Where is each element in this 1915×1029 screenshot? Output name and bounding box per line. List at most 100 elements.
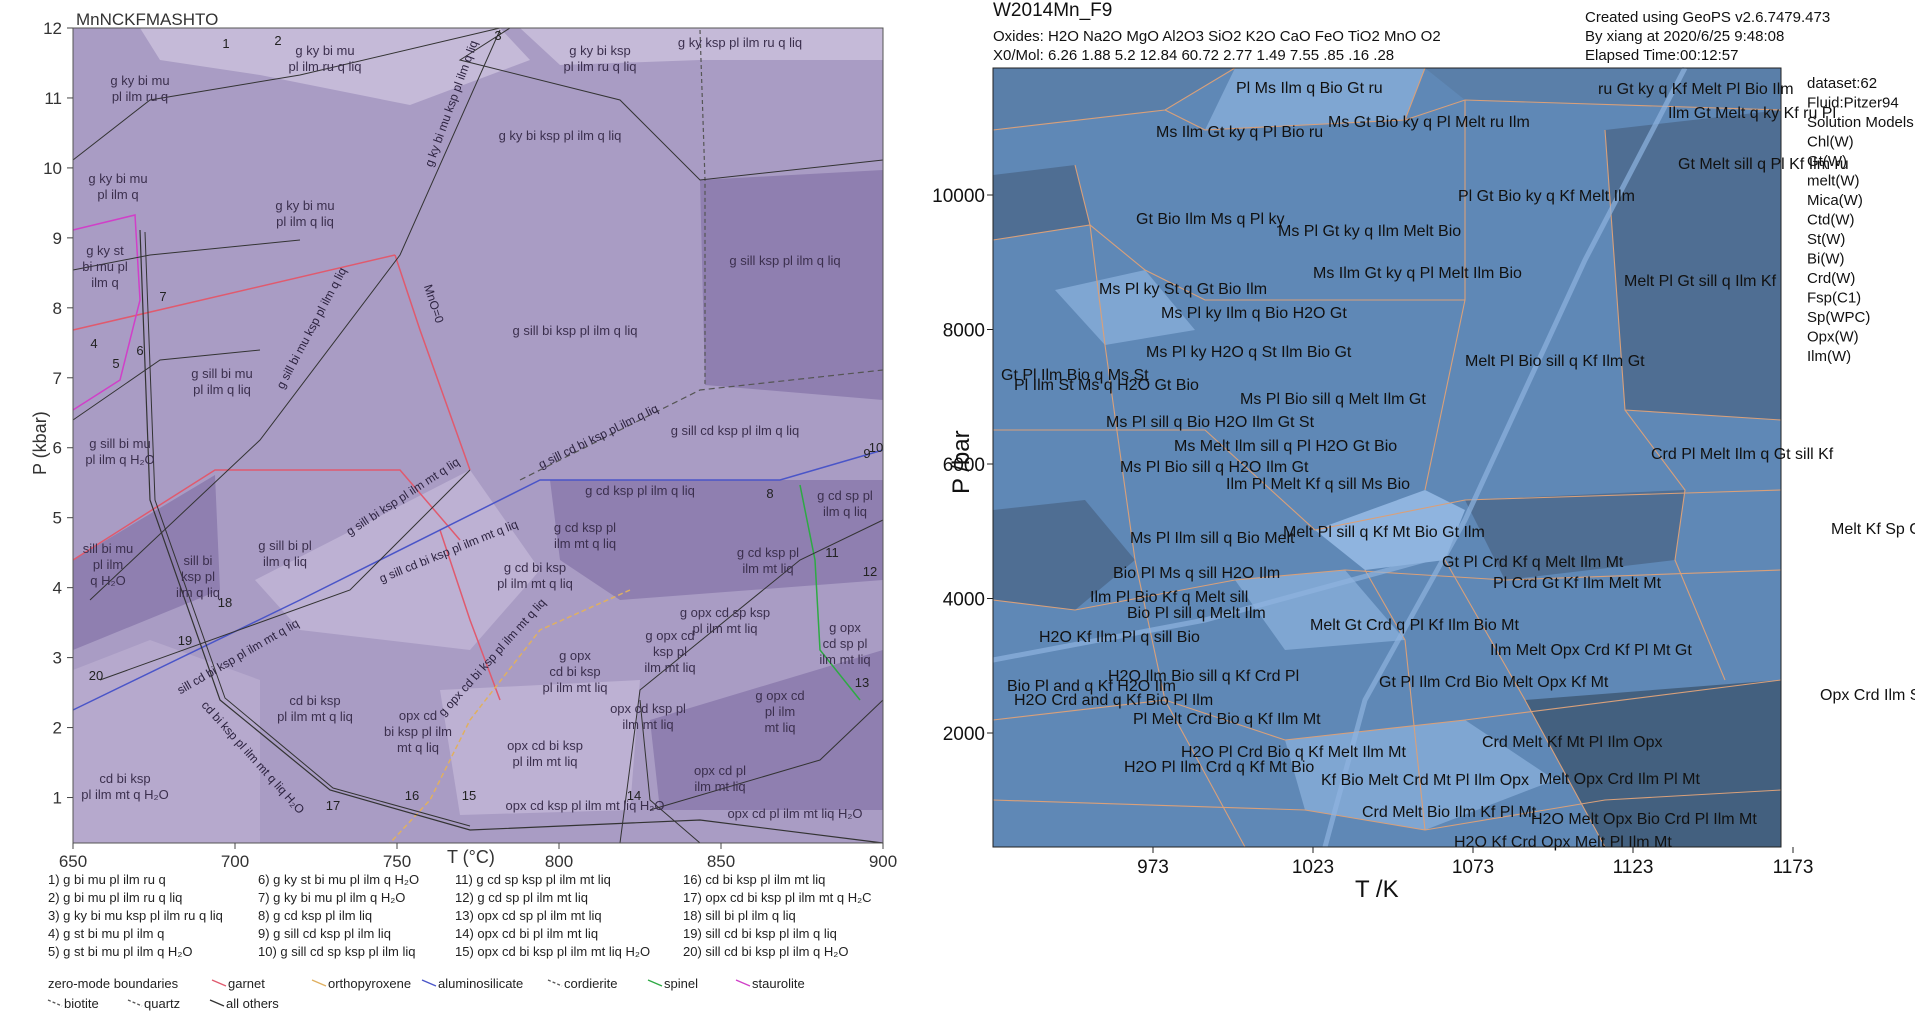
left-plot-frame	[72, 27, 884, 844]
right-field-label: Ms Ilm Gt ky q Pl Melt Ilm Bio	[1313, 265, 1522, 282]
right-x-tick-label: 1173	[1773, 857, 1814, 878]
left-field-number: 12	[863, 564, 877, 579]
right-boundary-2	[1164, 67, 1426, 131]
right-info-item: Bi(W)	[1807, 251, 1845, 268]
left-x-tick-label: 650	[59, 852, 87, 871]
left-field-number: 6	[136, 343, 143, 358]
left-y-tick-label: 12	[43, 19, 62, 38]
right-field-label: Crd Pl Melt Ilm q Gt sill Kf	[1651, 446, 1834, 463]
right-field-shade-2	[1205, 68, 1425, 130]
right-field-label: H2O Pl Ilm Crd q Kf Mt Bio	[1124, 759, 1314, 776]
right-field-label: H2O Crd and q Kf Bio Pl Ilm	[1014, 692, 1213, 709]
right-field-label: H2O Kf Ilm Pl q sill Bio	[1039, 629, 1200, 646]
left-field-shade-right-mid	[550, 480, 883, 600]
left-y-tick-label: 9	[53, 229, 62, 248]
left-line-key-label: quartz	[144, 996, 180, 1011]
right-y-axis-label: P /bar	[948, 430, 975, 494]
left-boundary-garnet-3	[439, 529, 501, 701]
left-y-axis-label: P (kbar)	[30, 411, 50, 475]
left-line-key-label: aluminosilicate	[438, 976, 523, 991]
field-g-opx-cd-sp-pl-ilm-mt-liq: g opx cd sp pl ilm mt liq	[819, 620, 870, 667]
right-field-shade-4	[1605, 110, 1781, 420]
right-by: By xiang at 2020/6/25 9:48:08	[1585, 28, 1784, 45]
right-field-label: Melt Pl Bio sill q Kf Ilm Gt	[1465, 353, 1645, 370]
right-oxides: Oxides: H2O Na2O MgO Al2O3 SiO2 K2O CaO …	[993, 28, 1441, 45]
right-field-label: H2O Melt Opx Bio Crd Pl Ilm Mt	[1531, 811, 1757, 828]
left-boundary-other-2	[89, 29, 501, 601]
left-x-tick-label: 850	[707, 852, 735, 871]
field-g-sill-bi-pl-ilm-q-liq: g sill bi pl ilm q liq	[258, 538, 312, 569]
right-y-tick-label: 2000	[943, 724, 985, 745]
left-boundary-other-9	[72, 349, 261, 421]
right-plot-frame	[992, 67, 1782, 848]
left-legend-item: 8) g cd ksp pl ilm liq	[258, 908, 372, 923]
left-line-key-swatch	[547, 979, 563, 987]
right-field-label: Gt Pl Ilm Crd Bio Melt Opx Kf Mt	[1379, 674, 1609, 691]
right-boundary-lines	[992, 67, 1782, 848]
left-line-key-label: orthopyroxene	[328, 976, 411, 991]
left-field-shade-bottomright	[650, 650, 883, 810]
left-y-tick-label: 7	[53, 369, 62, 388]
left-x-tick-label: 750	[383, 852, 411, 871]
field-sill-bi-mu-pl-ilm-q-h2o: sill bi mu pl ilm q H₂O	[83, 541, 134, 588]
right-info-item: Opx(W)	[1807, 329, 1859, 346]
field-opx-cd-ksp-pl-ilm-mt-liq-h2o: opx cd ksp pl ilm mt liq H₂O	[506, 798, 665, 813]
right-field-shade-8	[993, 500, 1135, 610]
right-field-label: Ms Pl Gt ky q Ilm Melt Bio	[1278, 223, 1461, 240]
left-field-number: 3	[494, 28, 501, 43]
left-line-key-swatch	[47, 999, 63, 1007]
right-field-label: Melt Gt Crd q Pl Kf Ilm Bio Mt	[1310, 617, 1519, 634]
right-boundary-14	[1624, 409, 1726, 681]
right-info-item: Gt(W)	[1807, 153, 1847, 170]
right-x-tick-label: 1123	[1613, 857, 1654, 878]
field-opx-cd-bi-ksp-pl-ilm-mt-liq: opx cd bi ksp pl ilm mt liq	[507, 738, 583, 769]
left-x-tick-label: 900	[869, 852, 897, 871]
field-cd-bi-ksp-pl-ilm-mt-q-h2o: cd bi ksp pl ilm mt q H₂O	[81, 771, 168, 802]
left-legend-item: 6) g ky st bi mu pl ilm q H₂O	[258, 872, 419, 887]
left-pseudosection-panel: MnNCKFMASHTO	[0, 0, 905, 1024]
right-field-label: Gt Melt sill q Pl Kf Ilm ru	[1678, 156, 1849, 173]
right-x-tick-label: 1073	[1452, 857, 1494, 878]
left-boundary-other-11	[99, 469, 471, 681]
left-boundary-garnet-4	[72, 254, 396, 331]
left-line-key-swatch	[647, 979, 663, 987]
left-legend-item: 9) g sill cd ksp pl ilm liq	[258, 926, 391, 941]
right-field-label: Kf Bio Melt Crd Mt Pl Ilm Opx	[1321, 772, 1529, 789]
field-opx-cd-ksp-pl-ilm-mt-liq: opx cd ksp pl ilm mt liq	[610, 701, 686, 732]
left-legend-item: 12) g cd sp pl ilm mt liq	[455, 890, 588, 905]
right-boundary-9	[992, 569, 1782, 611]
left-legend-item: 2) g bi mu pl ilm ru q liq	[48, 890, 182, 905]
left-y-tick-label: 2	[53, 719, 62, 738]
right-field-label: Ms Pl Bio sill q Melt Ilm Gt	[1240, 391, 1426, 408]
left-y-tick-label: 3	[53, 649, 62, 668]
right-field-label: Ms Pl ky Ilm q Bio H2O Gt	[1161, 305, 1347, 322]
left-field-number: 5	[112, 356, 119, 371]
left-line-key-swatch	[311, 979, 327, 987]
field-g-ky-bi-ksp-pl-ilm-q-liq: g ky bi ksp pl ilm q liq	[499, 128, 622, 143]
right-x-tick-label: 1023	[1292, 857, 1334, 878]
right-y-tick-label: 4000	[943, 590, 985, 611]
right-field-shade-1	[993, 68, 1235, 130]
right-field-label: Pl Melt Crd Bio q Kf Ilm Mt	[1133, 711, 1321, 728]
right-field-label: Gt Bio Ilm Ms q Pl ky	[1136, 211, 1284, 228]
right-y-tick-label: 6000	[943, 455, 985, 476]
right-field-label: Crd Melt Kf Mt Pl Ilm Opx	[1482, 734, 1662, 751]
left-field-shade-left	[73, 475, 220, 650]
left-legend-item: 18) sill bi pl ilm q liq	[683, 908, 796, 923]
right-field-shade-10	[1235, 570, 1405, 650]
field-g-ky-bi-mu-pl-ilm-q: g ky bi mu pl ilm q	[88, 171, 147, 202]
field-g-ky-bi-ksp-pl-ilm-ru-q-liq: g ky bi ksp pl ilm ru q liq	[564, 43, 637, 74]
left-boundary-staurolite	[72, 214, 141, 411]
left-y-tick-label: 11	[44, 89, 62, 108]
left-system-title: MnNCKFMASHTO	[76, 10, 218, 29]
field-opx-cd-bi-ksp-pl-ilm-mt-q-liq: opx cd bi ksp pl ilm mt q liq	[384, 708, 452, 755]
left-legend-item: 10) g sill cd sp ksp pl ilm liq	[258, 944, 416, 959]
right-field-label: Ms Pl Ilm sill q Bio Melt	[1130, 530, 1295, 547]
left-legend-item: 16) cd bi ksp pl ilm mt liq	[683, 872, 825, 887]
right-axes: 973 1023 1073 1123 1173 2000 4000 6000 8000 10000	[932, 186, 1813, 878]
left-field-shade-bottom	[440, 680, 640, 815]
left-x-axis-label: T (°C)	[447, 847, 495, 867]
left-legend-item: 1) g bi mu pl ilm ru q	[48, 872, 166, 887]
right-y-tick-label: 8000	[943, 321, 985, 342]
left-boundary-other-4	[139, 229, 884, 844]
